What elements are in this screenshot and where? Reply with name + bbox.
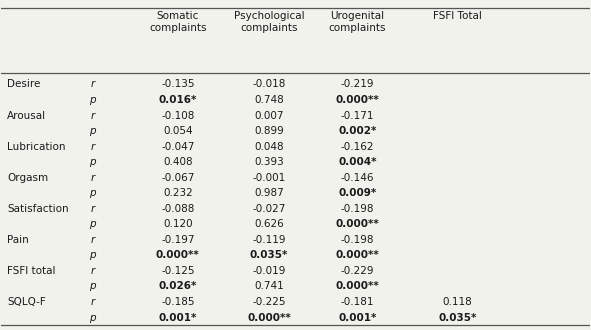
Text: -0.135: -0.135	[161, 80, 194, 89]
Text: Desire: Desire	[7, 80, 41, 89]
Text: 0.048: 0.048	[254, 142, 284, 151]
Text: -0.067: -0.067	[161, 173, 194, 183]
Text: 0.000**: 0.000**	[247, 313, 291, 322]
Text: r: r	[90, 204, 95, 214]
Text: 0.393: 0.393	[254, 157, 284, 167]
Text: -0.146: -0.146	[340, 173, 374, 183]
Text: -0.225: -0.225	[252, 297, 286, 307]
Text: 0.408: 0.408	[163, 157, 193, 167]
Text: -0.125: -0.125	[161, 266, 194, 276]
Text: 0.232: 0.232	[163, 188, 193, 198]
Text: -0.108: -0.108	[161, 111, 194, 120]
Text: -0.198: -0.198	[340, 204, 374, 214]
Text: 0.001*: 0.001*	[338, 313, 376, 322]
Text: 0.054: 0.054	[163, 126, 193, 136]
Text: -0.119: -0.119	[252, 235, 286, 245]
Text: -0.171: -0.171	[340, 111, 374, 120]
Text: p: p	[89, 188, 96, 198]
Text: 0.035*: 0.035*	[438, 313, 476, 322]
Text: p: p	[89, 281, 96, 291]
Text: 0.001*: 0.001*	[158, 313, 197, 322]
Text: 0.000**: 0.000**	[335, 281, 379, 291]
Text: p: p	[89, 157, 96, 167]
Text: 0.000**: 0.000**	[335, 95, 379, 105]
Text: r: r	[90, 142, 95, 151]
Text: 0.987: 0.987	[254, 188, 284, 198]
Text: 0.626: 0.626	[254, 219, 284, 229]
Text: p: p	[89, 250, 96, 260]
Text: p: p	[89, 126, 96, 136]
Text: 0.000**: 0.000**	[335, 250, 379, 260]
Text: -0.198: -0.198	[340, 235, 374, 245]
Text: 0.000**: 0.000**	[335, 219, 379, 229]
Text: 0.748: 0.748	[254, 95, 284, 105]
Text: 0.002*: 0.002*	[338, 126, 376, 136]
Text: r: r	[90, 235, 95, 245]
Text: r: r	[90, 297, 95, 307]
Text: -0.162: -0.162	[340, 142, 374, 151]
Text: p: p	[89, 95, 96, 105]
Text: Orgasm: Orgasm	[7, 173, 48, 183]
Text: -0.019: -0.019	[252, 266, 285, 276]
Text: Urogenital
complaints: Urogenital complaints	[329, 11, 386, 33]
Text: -0.181: -0.181	[340, 297, 374, 307]
Text: FSFI Total: FSFI Total	[433, 11, 482, 21]
Text: 0.899: 0.899	[254, 126, 284, 136]
Text: -0.229: -0.229	[340, 266, 374, 276]
Text: -0.219: -0.219	[340, 80, 374, 89]
Text: p: p	[89, 313, 96, 322]
Text: r: r	[90, 173, 95, 183]
Text: -0.027: -0.027	[252, 204, 285, 214]
Text: r: r	[90, 80, 95, 89]
Text: Lubrication: Lubrication	[7, 142, 66, 151]
Text: r: r	[90, 111, 95, 120]
Text: 0.026*: 0.026*	[158, 281, 197, 291]
Text: 0.009*: 0.009*	[338, 188, 376, 198]
Text: -0.018: -0.018	[252, 80, 285, 89]
Text: -0.001: -0.001	[252, 173, 285, 183]
Text: 0.120: 0.120	[163, 219, 193, 229]
Text: -0.185: -0.185	[161, 297, 194, 307]
Text: 0.004*: 0.004*	[338, 157, 376, 167]
Text: -0.088: -0.088	[161, 204, 194, 214]
Text: 0.016*: 0.016*	[158, 95, 197, 105]
Text: 0.118: 0.118	[443, 297, 472, 307]
Text: Arousal: Arousal	[7, 111, 47, 120]
Text: 0.741: 0.741	[254, 281, 284, 291]
Text: -0.197: -0.197	[161, 235, 194, 245]
Text: 0.035*: 0.035*	[250, 250, 288, 260]
Text: Psychological
complaints: Psychological complaints	[233, 11, 304, 33]
Text: FSFI total: FSFI total	[7, 266, 56, 276]
Text: 0.007: 0.007	[254, 111, 284, 120]
Text: 0.000**: 0.000**	[156, 250, 200, 260]
Text: SQLQ-F: SQLQ-F	[7, 297, 46, 307]
Text: Satisfaction: Satisfaction	[7, 204, 69, 214]
Text: r: r	[90, 266, 95, 276]
Text: -0.047: -0.047	[161, 142, 194, 151]
Text: Pain: Pain	[7, 235, 29, 245]
Text: Somatic
complaints: Somatic complaints	[149, 11, 207, 33]
Text: p: p	[89, 219, 96, 229]
